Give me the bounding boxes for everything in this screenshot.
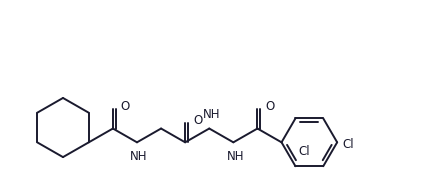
- Text: NH: NH: [130, 150, 148, 163]
- Text: O: O: [266, 100, 275, 113]
- Text: O: O: [121, 100, 130, 113]
- Text: NH: NH: [227, 150, 244, 163]
- Text: NH: NH: [202, 108, 220, 121]
- Text: O: O: [193, 113, 202, 127]
- Text: Cl: Cl: [299, 145, 310, 158]
- Text: Cl: Cl: [342, 138, 354, 151]
